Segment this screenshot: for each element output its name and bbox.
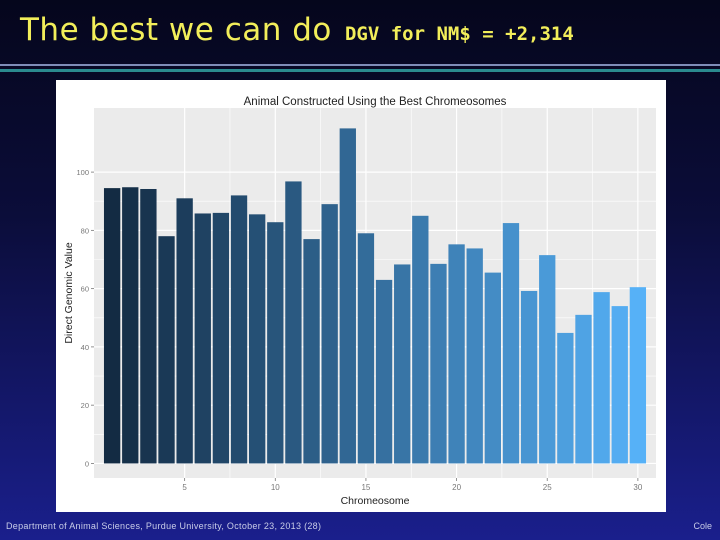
y-tick-label: 40 xyxy=(81,343,89,352)
bar-chromosome-26 xyxy=(557,332,574,464)
bar-chromosome-20 xyxy=(448,244,465,464)
y-axis-ticks: 0 20 40 60 80 100 xyxy=(76,168,94,468)
x-tick-label: 30 xyxy=(633,483,642,492)
y-tick-label: 0 xyxy=(85,459,89,468)
bar-chromosome-17 xyxy=(394,264,411,464)
slide-subtitle: DGV for NM$ = +2,314 xyxy=(344,23,574,45)
x-tick-label: 5 xyxy=(182,483,187,492)
bar-chromosome-10 xyxy=(267,222,284,464)
bar-chromosome-14 xyxy=(339,128,356,464)
y-tick-label: 60 xyxy=(81,285,89,294)
x-tick-label: 20 xyxy=(452,483,461,492)
bar-chromosome-15 xyxy=(357,233,375,464)
y-axis-label: Direct Genomic Value xyxy=(63,242,75,344)
bar-chromosome-29 xyxy=(611,306,628,464)
slide-title-bar: The best we can do DGV for NM$ = +2,314 xyxy=(20,12,574,56)
y-tick-label: 100 xyxy=(76,168,89,177)
bar-chromosome-2 xyxy=(122,187,139,464)
bar-chromosome-6 xyxy=(194,213,211,464)
chart-card: 0 20 40 60 80 100 5 10 15 20 25 30 Animal Construc… xyxy=(56,80,666,512)
chart-title: Animal Constructed Using the Best Chrome… xyxy=(244,96,507,108)
title-divider-top xyxy=(0,64,720,66)
bar-chromosome-28 xyxy=(593,292,610,464)
x-axis-ticks: 5 10 15 20 25 30 xyxy=(182,478,643,492)
bar-chromosome-23 xyxy=(502,223,520,464)
slide-title: The best we can do xyxy=(20,12,332,48)
bar-chromosome-25 xyxy=(539,255,556,464)
bars xyxy=(103,128,647,464)
bar-chart: 0 20 40 60 80 100 5 10 15 20 25 30 Animal Construc… xyxy=(63,96,656,507)
bar-chromosome-7 xyxy=(212,212,230,464)
bar-chromosome-4 xyxy=(158,236,175,464)
bar-chromosome-21 xyxy=(466,248,483,464)
footer-citation: Department of Animal Sciences, Purdue Un… xyxy=(6,521,322,531)
x-tick-label: 10 xyxy=(271,483,280,492)
bar-chromosome-12 xyxy=(303,239,320,464)
bar-chromosome-24 xyxy=(520,290,538,464)
bar-chromosome-5 xyxy=(176,198,193,464)
bar-chromosome-18 xyxy=(412,215,429,464)
x-axis-label: Chromeosome xyxy=(341,495,410,507)
x-tick-label: 25 xyxy=(543,483,552,492)
bar-chromosome-9 xyxy=(249,214,266,464)
bar-chromosome-30 xyxy=(629,287,647,464)
bar-chromosome-19 xyxy=(430,263,447,464)
y-tick-label: 20 xyxy=(81,401,89,410)
footer-author: Cole xyxy=(693,521,712,531)
bar-chromosome-16 xyxy=(375,279,393,464)
bar-chromosome-22 xyxy=(484,272,501,464)
x-tick-label: 15 xyxy=(361,483,370,492)
bar-chromosome-1 xyxy=(103,188,121,464)
bar-chromosome-27 xyxy=(575,314,592,464)
y-tick-label: 80 xyxy=(81,226,89,235)
title-divider-bottom xyxy=(0,69,720,72)
bar-chromosome-3 xyxy=(140,188,157,464)
bar-chromosome-8 xyxy=(230,195,248,464)
bar-chromosome-11 xyxy=(285,181,302,464)
bar-chromosome-13 xyxy=(321,204,338,464)
